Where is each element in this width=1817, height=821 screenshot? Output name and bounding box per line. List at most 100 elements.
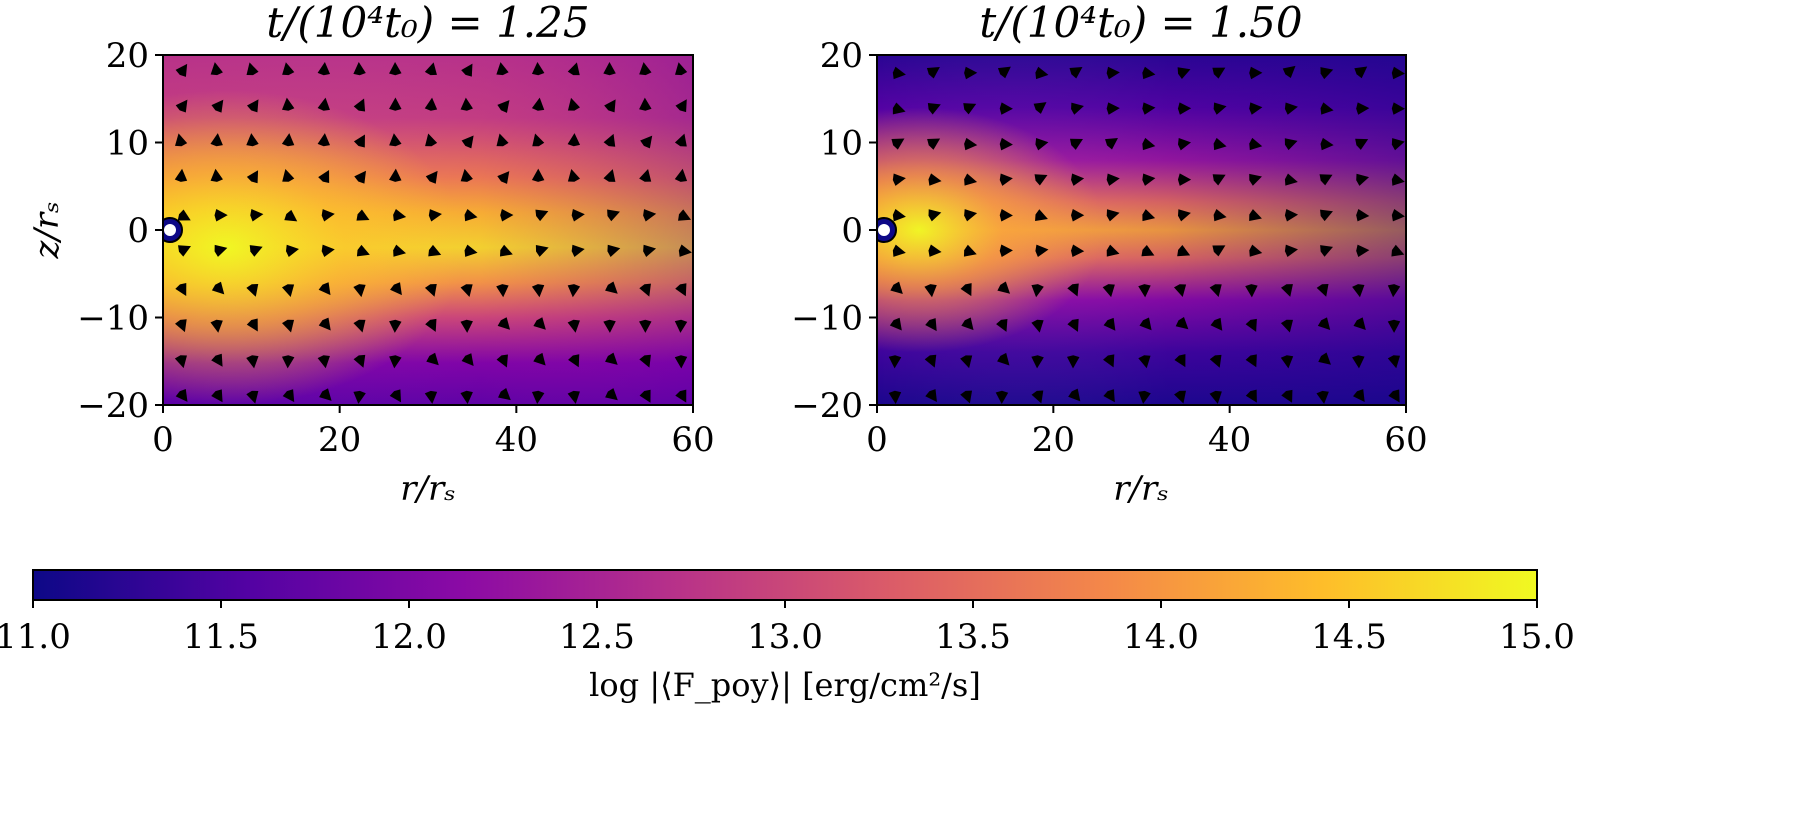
velocity-arrow: [567, 97, 580, 111]
velocity-arrow: [997, 281, 1011, 294]
x-tick-label: 40: [495, 420, 538, 460]
velocity-arrow: [1284, 173, 1298, 186]
velocity-arrow: [1391, 102, 1405, 115]
velocity-arrow: [175, 63, 188, 77]
x-axis-label-1: r/rₛ: [400, 469, 455, 509]
velocity-arrow: [1387, 355, 1401, 369]
velocity-arrow: [640, 135, 653, 149]
velocity-arrow: [175, 283, 187, 297]
velocity-arrow: [282, 62, 295, 76]
velocity-arrow: [964, 66, 978, 80]
velocity-arrow: [531, 390, 545, 404]
velocity-arrow: [246, 390, 259, 404]
velocity-arrow: [1212, 67, 1226, 79]
colorbar: 11.0 11.5 12.0 12.5 13.0 13.5 14.0 14.5 15.0 log…: [0, 569, 1575, 704]
velocity-arrow: [1142, 173, 1156, 186]
y-tick-label: −10: [77, 299, 149, 339]
velocity-arrow: [460, 168, 473, 182]
colorbar-tick-label: 14.5: [1311, 617, 1387, 657]
velocity-arrow: [603, 169, 616, 182]
velocity-arrow: [1033, 102, 1047, 114]
velocity-arrow: [1035, 209, 1048, 221]
velocity-arrow: [497, 317, 511, 330]
velocity-arrow: [1284, 244, 1298, 258]
velocity-arrow: [964, 137, 978, 151]
velocity-arrow: [1035, 244, 1049, 258]
velocity-arrow: [928, 244, 942, 257]
velocity-arrow: [210, 168, 223, 182]
velocity-arrow: [1177, 173, 1192, 186]
velocity-arrow: [1035, 138, 1049, 151]
velocity-arrow: [1103, 354, 1115, 368]
velocity-arrow: [639, 169, 652, 182]
velocity-arrow: [927, 102, 941, 115]
x-axis-label-2: r/rₛ: [1113, 469, 1168, 509]
velocity-arrow: [1071, 102, 1084, 115]
velocity-arrow: [567, 133, 581, 147]
velocity-arrow: [999, 244, 1013, 258]
velocity-arrow: [928, 173, 942, 186]
velocity-arrow: [1106, 209, 1120, 222]
velocity-arrow: [1356, 208, 1370, 222]
velocity-arrow: [892, 173, 906, 186]
velocity-arrow: [924, 354, 937, 368]
velocity-arrow: [1213, 137, 1227, 151]
velocity-arrow: [567, 390, 580, 404]
velocity-arrow: [892, 244, 906, 257]
velocity-arrow: [1175, 316, 1189, 330]
velocity-arrow: [246, 62, 259, 76]
velocity-arrow: [964, 173, 978, 186]
velocity-arrow: [496, 284, 509, 298]
velocity-arrow: [1209, 354, 1222, 368]
velocity-arrow: [496, 133, 509, 147]
velocity-arrow: [174, 168, 188, 182]
velocity-arrow: [1318, 352, 1331, 365]
velocity-arrow: [246, 318, 258, 332]
velocity-arrow: [1138, 284, 1151, 298]
velocity-arrow: [999, 102, 1013, 115]
velocity-arrow: [674, 133, 687, 147]
velocity-arrow: [1212, 174, 1226, 186]
velocity-arrow: [1031, 284, 1044, 298]
velocity-arrow: [533, 317, 546, 330]
velocity-arrow: [1103, 389, 1115, 403]
velocity-arrow: [246, 170, 259, 184]
velocity-arrow: [531, 62, 545, 76]
velocity-arrow: [1282, 65, 1296, 79]
y-tick-label: 10: [106, 124, 149, 164]
velocity-arrow: [356, 209, 370, 221]
velocity-arrow: [210, 62, 223, 76]
velocity-arrow: [1106, 102, 1120, 115]
velocity-arrow: [1177, 138, 1191, 151]
velocity-arrow: [497, 100, 510, 113]
velocity-arrow: [246, 133, 259, 147]
velocity-arrow: [675, 99, 687, 113]
velocity-arrow: [531, 168, 545, 182]
colorbar-tick-label: 12.0: [371, 617, 447, 657]
velocity-arrow: [211, 99, 224, 113]
velocity-arrow: [1139, 317, 1152, 331]
velocity-arrow: [214, 208, 228, 222]
velocity-arrow: [1391, 208, 1405, 222]
velocity-arrow: [461, 63, 473, 77]
velocity-arrow: [675, 389, 687, 403]
colorbar-tick-label: 12.5: [559, 617, 635, 657]
velocity-arrow: [1177, 244, 1191, 257]
panel-title-1: t/(10⁴t₀) = 1.25: [266, 0, 589, 47]
velocity-arrow: [282, 97, 295, 111]
velocity-arrow: [643, 209, 657, 222]
x-tick-label: 0: [152, 420, 174, 460]
velocity-arrow: [1388, 389, 1400, 403]
velocity-arrow: [999, 208, 1013, 222]
x-tick-label: 20: [1032, 420, 1075, 460]
velocity-arrow: [175, 99, 188, 113]
velocity-arrow: [1067, 283, 1079, 297]
central-object-2: [877, 217, 897, 243]
velocity-arrow: [1249, 137, 1263, 151]
x-tick-label: 60: [1384, 420, 1427, 460]
velocity-arrow: [1356, 173, 1370, 186]
velocity-arrow: [1245, 318, 1257, 332]
velocity-arrow: [282, 319, 295, 333]
velocity-arrow: [889, 317, 902, 331]
velocity-arrow: [317, 133, 331, 147]
